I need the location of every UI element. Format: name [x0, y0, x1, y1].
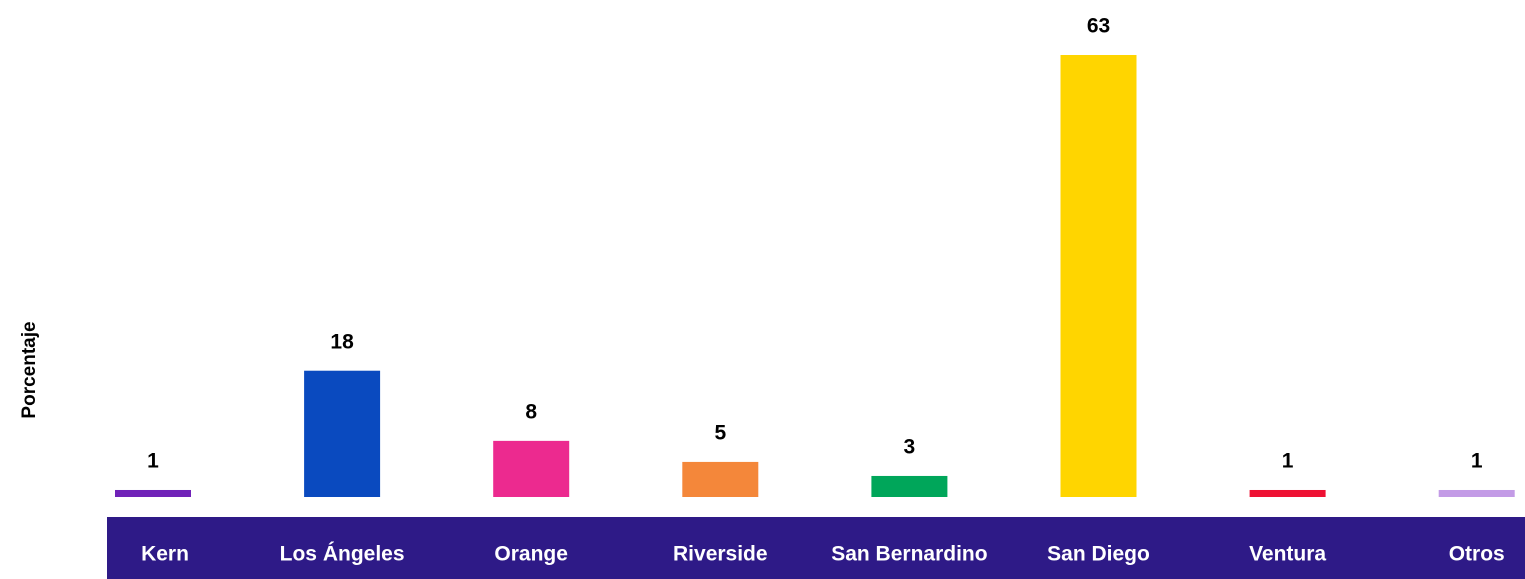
- bar: [1060, 55, 1137, 497]
- bar: [1438, 489, 1515, 497]
- bar: [304, 370, 381, 497]
- x-tick-label: Otros: [1449, 543, 1505, 566]
- x-tick-label: Riverside: [673, 543, 768, 566]
- category-band: [107, 517, 1525, 579]
- x-tick-label: Ventura: [1249, 543, 1326, 566]
- bar: [871, 475, 948, 497]
- value-label: 18: [330, 330, 354, 353]
- bar: [115, 489, 191, 497]
- bar: [682, 461, 759, 497]
- x-tick-label: Los Ángeles: [280, 543, 405, 566]
- value-label: 5: [714, 421, 726, 444]
- bar: [493, 440, 570, 497]
- bar: [1249, 489, 1326, 497]
- value-label: 1: [147, 450, 159, 473]
- x-tick-label: San Diego: [1047, 543, 1150, 566]
- x-tick-label: Kern: [141, 543, 189, 566]
- value-label: 1: [1282, 450, 1294, 473]
- y-axis-label: Porcentaje: [19, 321, 40, 418]
- value-label: 8: [525, 400, 537, 423]
- x-tick-label: Orange: [494, 543, 568, 566]
- value-label: 1: [1471, 450, 1483, 473]
- x-tick-label: San Bernardino: [831, 543, 987, 566]
- value-label: 3: [904, 435, 916, 458]
- value-label: 63: [1087, 15, 1110, 38]
